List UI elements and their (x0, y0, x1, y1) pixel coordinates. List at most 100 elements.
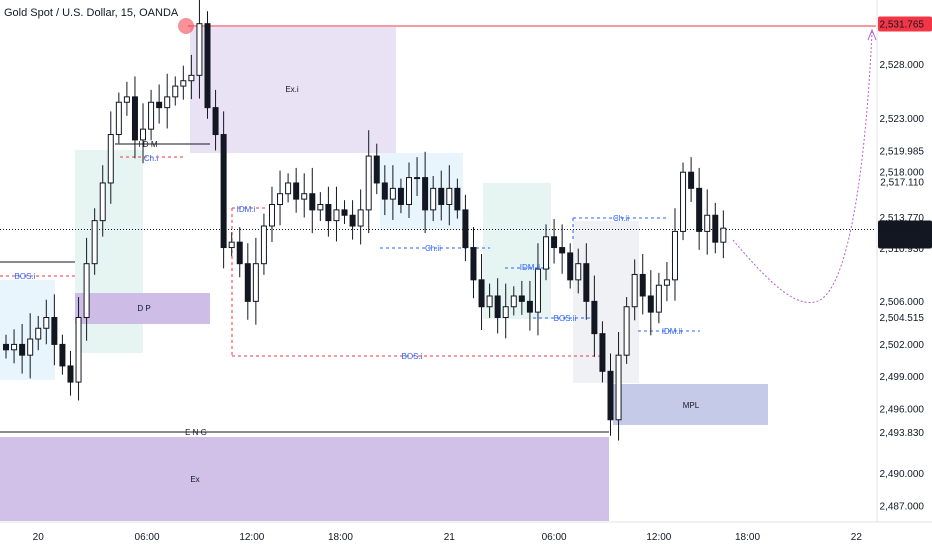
candle-body (156, 101, 163, 109)
x-tick-label: 22 (851, 532, 863, 543)
candle-body (639, 273, 646, 297)
candle-body (196, 23, 203, 76)
candle-body (236, 241, 243, 265)
candle-body (252, 263, 259, 302)
candle-body (83, 263, 90, 319)
y-tick-label: 2,490.000 (880, 469, 925, 480)
candle-body (712, 214, 719, 243)
label-ch-ii-mid: Ch.ii (425, 244, 441, 253)
candle-body (309, 193, 316, 211)
candle-body (655, 284, 662, 313)
candle-body (430, 187, 437, 211)
candle-body (462, 209, 469, 249)
candle-body (333, 209, 340, 222)
time-axis[interactable]: 20 06:00 12:00 18:00 21 06:00 12:00 18:00 22 (33, 532, 863, 543)
candle-body (341, 209, 348, 216)
projection-path[interactable] (732, 31, 873, 303)
candle-body (478, 279, 485, 308)
x-tick-label: 06:00 (542, 532, 567, 543)
x-tick-label: 21 (444, 532, 456, 543)
candle-body (688, 171, 695, 189)
candle-body (172, 85, 179, 98)
candle-body (615, 354, 622, 421)
candle-body (671, 230, 678, 281)
candle-body (373, 155, 380, 184)
candle-body (27, 338, 34, 356)
candle-body (357, 209, 364, 227)
candle-body (35, 327, 42, 340)
candle-body (494, 295, 501, 319)
candle-body (204, 23, 211, 109)
candle-body (140, 128, 147, 141)
price-label: 2,531.765 (880, 20, 925, 31)
candle-body (115, 101, 122, 136)
candle-body (583, 263, 590, 302)
candle-body (212, 107, 219, 136)
candle-body (317, 203, 324, 211)
annotation-labels: Ex.i I D M Ch.i IDM.i BOS.i D P Ch.ii ID… (15, 85, 700, 484)
label-idm-ii-right: IDM.ii (662, 327, 683, 336)
price-label: 2,517.110 (880, 177, 924, 188)
projection-arrowhead (867, 28, 877, 41)
candle-body (486, 295, 493, 308)
candle-body (277, 193, 284, 205)
y-tick-label: 2,502.000 (880, 340, 925, 351)
x-tick-label: 12:00 (239, 532, 264, 543)
x-tick-label: 12:00 (646, 532, 671, 543)
candle-body (607, 370, 614, 421)
high-marker[interactable] (178, 18, 194, 34)
zone-dp (75, 293, 210, 324)
candle-body (131, 96, 138, 141)
label-bos-i-left: BOS.i (15, 272, 36, 281)
zone-mpl (613, 384, 768, 425)
zone-grey-right (573, 221, 639, 383)
candle-body (325, 203, 332, 222)
candle-body (228, 241, 235, 249)
candle-body (510, 295, 517, 308)
candle-body (422, 177, 429, 211)
candle-body (438, 187, 445, 205)
candle-body (381, 182, 388, 200)
candle-body (454, 187, 461, 211)
candle-body (123, 96, 130, 103)
candle-body (680, 171, 687, 232)
candle-body (107, 134, 114, 184)
y-tick-label: 2,487.000 (880, 501, 925, 512)
y-tick-label: 2,523.000 (880, 114, 925, 125)
label-bos-i-low: BOS.i (402, 352, 423, 361)
current-price-badge (878, 220, 932, 249)
candle-body (188, 74, 195, 82)
candle-body (502, 306, 509, 319)
candle-body (301, 193, 308, 200)
price-label: 2,504.515 (880, 313, 925, 324)
label-mpl: MPL (683, 401, 700, 410)
candle-body (389, 187, 396, 200)
price-axis[interactable]: 2,528.000 2,523.000 2,518.000 2,506.000 2,50… (878, 16, 932, 513)
candle-body (11, 343, 18, 351)
price-label: 2,510.930 (880, 244, 925, 255)
label-eng: E N G (185, 428, 207, 437)
price-label: 2,512.820 (880, 223, 925, 234)
candle-body (647, 295, 654, 313)
candle-body (180, 80, 187, 87)
candle-body (365, 155, 372, 211)
candle-body (446, 187, 453, 205)
candle-body (99, 182, 106, 222)
candle-body (244, 263, 251, 302)
candle-body (591, 300, 598, 335)
candle-body (285, 182, 292, 195)
candle-body (567, 252, 574, 281)
y-tick-label: 2,496.000 (880, 404, 925, 415)
candle-body (59, 343, 66, 367)
candle-body (599, 333, 606, 372)
candle-body (663, 279, 670, 286)
candle-body (518, 295, 525, 302)
x-tick-label: 18:00 (328, 532, 353, 543)
candle-body (43, 317, 50, 329)
candle-body (559, 247, 566, 254)
candle-body (3, 343, 9, 351)
candle-body (406, 177, 412, 205)
price-label: 2,493.830 (880, 428, 925, 439)
candle-body (397, 187, 404, 205)
